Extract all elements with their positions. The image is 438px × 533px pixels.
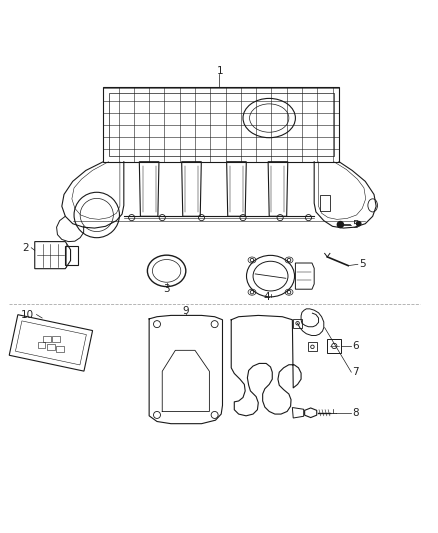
Bar <box>57 346 64 352</box>
Bar <box>308 343 317 351</box>
Text: 6: 6 <box>352 341 359 351</box>
Bar <box>327 340 341 352</box>
Text: 7: 7 <box>352 367 359 377</box>
Bar <box>293 319 302 328</box>
Text: 10: 10 <box>20 310 33 319</box>
Bar <box>47 344 55 350</box>
Bar <box>320 195 330 211</box>
Text: 3: 3 <box>163 284 170 294</box>
Text: 4: 4 <box>264 292 270 302</box>
Circle shape <box>337 222 343 228</box>
Circle shape <box>357 222 361 226</box>
Text: 1: 1 <box>217 66 224 76</box>
Text: 2: 2 <box>23 243 29 253</box>
Bar <box>52 336 60 342</box>
Text: 5: 5 <box>352 220 359 230</box>
Text: 8: 8 <box>352 408 359 418</box>
Bar <box>38 342 46 349</box>
Bar <box>43 336 51 342</box>
Text: 9: 9 <box>183 306 189 316</box>
Text: 5: 5 <box>359 260 365 269</box>
